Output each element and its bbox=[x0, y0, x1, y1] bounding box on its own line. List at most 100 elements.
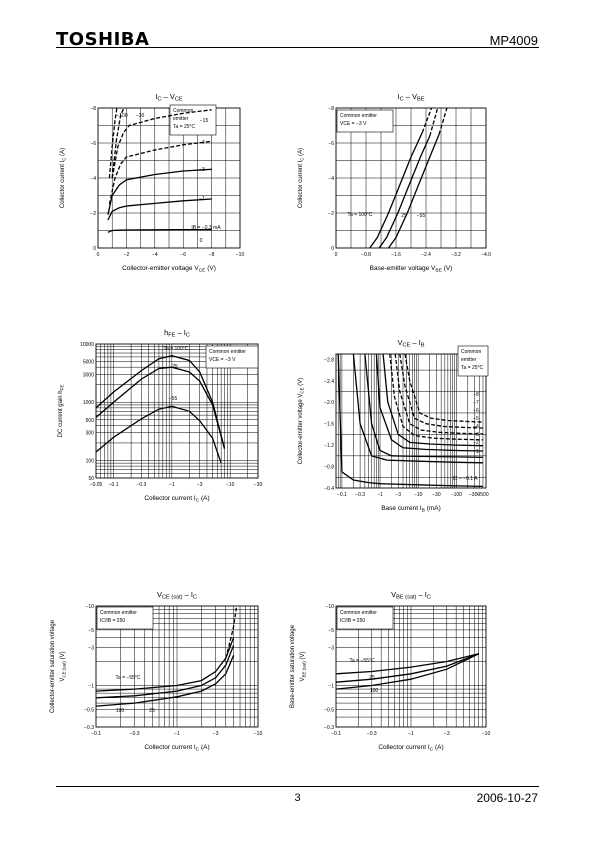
x-tick-label: −8 bbox=[209, 252, 215, 258]
curve-label: IC = −0.1 A bbox=[452, 476, 478, 482]
x-tick-label: −3 bbox=[395, 492, 401, 498]
curve-label: −4 bbox=[473, 424, 479, 430]
x-tick-label: −10 bbox=[226, 482, 235, 488]
x-tick-label: −0.1 bbox=[109, 482, 119, 488]
legend-text: VCE = −3 V bbox=[340, 121, 367, 127]
x-tick-label: −1 bbox=[377, 492, 383, 498]
page-number: 3 bbox=[294, 792, 301, 804]
chart-title: IC – VBE bbox=[398, 92, 425, 103]
x-tick-label: −0.05 bbox=[90, 482, 103, 488]
y-tick-label: −3 bbox=[328, 646, 334, 652]
legend-text: VCE = −3 V bbox=[209, 357, 236, 363]
curve-label: −30 bbox=[136, 113, 145, 119]
x-tick-label: 0 bbox=[335, 252, 338, 258]
y-axis-label: Base-emitter saturation voltage bbox=[290, 624, 296, 708]
legend-text: Common emitter bbox=[340, 610, 377, 616]
legend-box bbox=[205, 345, 259, 369]
legend-box bbox=[336, 109, 394, 133]
x-tick-label: −3.2 bbox=[451, 252, 461, 258]
toshiba-logo: TOSHIBA bbox=[56, 29, 150, 50]
x-axis-label: Base-emitter voltage VBE (V) bbox=[370, 265, 453, 274]
series-line bbox=[378, 135, 431, 248]
y-tick-label: −5 bbox=[328, 628, 334, 634]
series-line bbox=[336, 653, 479, 675]
y-tick-label: 10000 bbox=[80, 342, 94, 348]
series-line bbox=[404, 354, 484, 423]
footer-rule bbox=[56, 786, 539, 787]
curve-label: −7 bbox=[473, 400, 479, 406]
y-axis-label: Collector-emitter voltage VCE (V) bbox=[298, 378, 305, 465]
y-axis-label: Collector current IC (A) bbox=[60, 148, 67, 208]
curve-label: −7 bbox=[199, 140, 205, 146]
y-tick-label: −5 bbox=[88, 628, 94, 634]
x-tick-label: −3 bbox=[197, 482, 203, 488]
curve-label: IB = −0.3 mA bbox=[191, 225, 221, 231]
chart-hfe-ic: hFE – IC −0.05 −0.1 −0.3 −1 −3 −10 −30 50 100 300 5… bbox=[58, 328, 263, 504]
y-tick-label: −8 bbox=[328, 106, 334, 112]
y-axis-label: VBE (sat) (V) bbox=[300, 652, 307, 682]
y-tick-label: −3 bbox=[88, 646, 94, 652]
x-tick-label: −100 bbox=[451, 492, 462, 498]
series-line bbox=[369, 132, 423, 248]
x-tick-label: −30 bbox=[254, 482, 263, 488]
y-tick-label: −0.4 bbox=[324, 486, 334, 492]
y-tick-label: −2 bbox=[90, 211, 96, 217]
y-tick-label: 300 bbox=[86, 431, 95, 437]
y-axis-label: Collector-emitter saturation voltage bbox=[50, 619, 56, 713]
x-tick-label: −0.1 bbox=[331, 731, 341, 737]
series-line bbox=[394, 354, 484, 435]
y-tick-label: 3000 bbox=[83, 372, 94, 378]
series-line bbox=[399, 354, 484, 429]
series-line bbox=[108, 140, 212, 205]
curve-label: −1 bbox=[199, 196, 205, 202]
series-line bbox=[225, 607, 237, 659]
x-tick-label: −10 bbox=[254, 731, 263, 737]
y-tick-label: −1 bbox=[328, 683, 334, 689]
series-line bbox=[389, 354, 484, 441]
legend-text: Common emitter bbox=[209, 349, 246, 355]
plot-frame bbox=[335, 353, 487, 489]
x-tick-label: −0.3 bbox=[355, 492, 365, 498]
curve-label: −3 bbox=[473, 432, 479, 438]
chart-title: VBE (sat) – IC bbox=[391, 590, 431, 601]
series-line bbox=[96, 645, 235, 699]
part-number: MP4009 bbox=[489, 33, 538, 48]
x-tick-label: −0.8 bbox=[361, 252, 371, 258]
series-line bbox=[96, 366, 226, 449]
y-tick-label: −0.3 bbox=[324, 725, 334, 731]
chart-ic-vbe: IC – VBE 0 −0.8 −1.6 −2.4 −3.2 −4.0 0 −2 −4 −6 −8 Ba… bbox=[298, 92, 491, 274]
x-tick-label: −10 bbox=[236, 252, 245, 258]
series-line bbox=[108, 108, 118, 179]
curve-label: −3 bbox=[199, 167, 205, 173]
legend-box bbox=[96, 606, 154, 630]
curve-label: Ta = −55°C bbox=[115, 675, 140, 681]
curve-label: 100 bbox=[116, 708, 125, 714]
legend-box bbox=[169, 104, 217, 136]
x-tick-label: −6 bbox=[180, 252, 186, 258]
x-axis-label: Collector current IC (A) bbox=[144, 744, 209, 753]
series-line bbox=[387, 134, 440, 248]
curve-label: −5 bbox=[473, 416, 479, 422]
legend-box bbox=[457, 345, 489, 377]
curve-label: −1 bbox=[473, 449, 479, 455]
series-line bbox=[107, 168, 212, 215]
x-axis-label: Collector current IC (A) bbox=[378, 744, 443, 753]
legend-text: emitter bbox=[461, 357, 477, 363]
legend-text: IC/IB = 250 bbox=[340, 618, 365, 624]
chart-vce-ib: VCE – IB −0.1 −0.3 −1 −3 −10 −30 −100 −300−500 −0… bbox=[298, 338, 489, 514]
plot-frame bbox=[335, 107, 487, 249]
series-line bbox=[96, 405, 222, 464]
series-line bbox=[421, 108, 433, 133]
legend-text: Common bbox=[461, 349, 482, 355]
curve-label: Ta = 100°C bbox=[164, 346, 189, 352]
x-tick-label: −1 bbox=[408, 731, 414, 737]
y-tick-label: −2.4 bbox=[324, 379, 334, 385]
series-line bbox=[111, 108, 125, 179]
curve-label: −55 bbox=[169, 396, 178, 402]
chart-title: hFE – IC bbox=[164, 328, 190, 339]
y-tick-label: −2 bbox=[328, 211, 334, 217]
legend-text: Common emitter bbox=[340, 113, 377, 119]
x-tick-label: −30 bbox=[432, 492, 441, 498]
y-tick-label: 50 bbox=[88, 476, 94, 482]
x-tick-label: −0.3 bbox=[367, 731, 377, 737]
